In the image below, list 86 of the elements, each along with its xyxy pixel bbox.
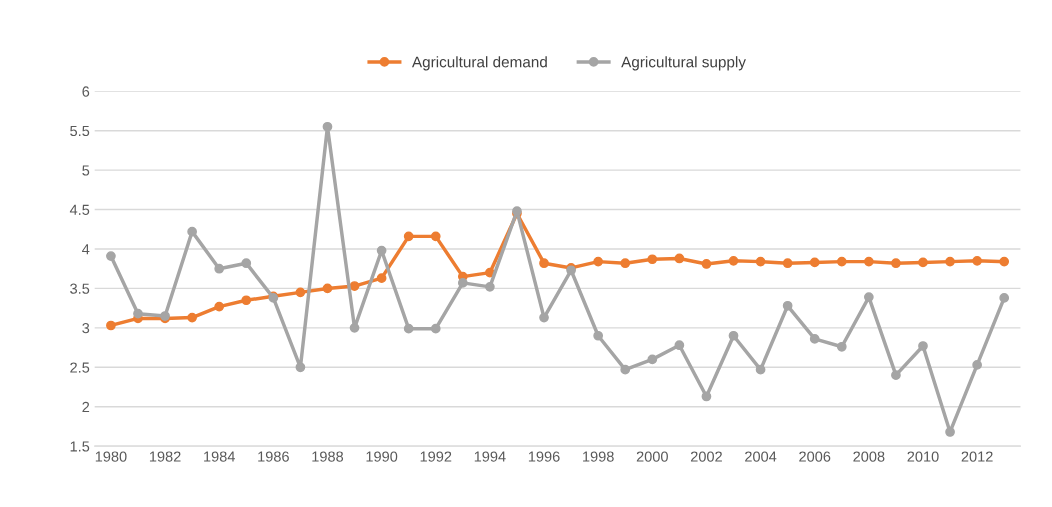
y-tick-label: 1.5 — [70, 441, 90, 452]
point — [782, 300, 793, 311]
point — [620, 258, 631, 269]
point — [809, 257, 820, 268]
x-tick-label: 1998 — [583, 451, 614, 462]
point — [241, 295, 252, 306]
x-tick-label: 2000 — [636, 451, 668, 462]
point — [647, 254, 658, 265]
y-tick-label: 6 — [82, 86, 90, 97]
point — [701, 259, 712, 269]
y-tick-label: 4.5 — [69, 204, 90, 215]
point — [430, 323, 441, 334]
point — [620, 364, 631, 375]
point — [187, 226, 197, 237]
y-tick-label: 3.5 — [70, 283, 90, 294]
point — [972, 360, 982, 370]
point — [376, 245, 387, 256]
x-tick-label: 2006 — [799, 451, 831, 462]
point — [241, 258, 252, 269]
x-tick-label: 1984 — [204, 451, 235, 462]
point — [593, 256, 604, 267]
x-tick-label: 1996 — [528, 451, 560, 462]
y-tick-label: 5.5 — [70, 125, 90, 137]
point — [593, 330, 604, 341]
y-tick-label: 4 — [82, 244, 90, 255]
point — [349, 281, 360, 291]
point — [133, 308, 143, 319]
legend-label: Agricultural demand — [411, 56, 547, 71]
point — [701, 391, 712, 402]
point — [485, 281, 495, 292]
y-tick-label: 2 — [82, 401, 90, 413]
point — [945, 427, 955, 437]
x-tick-label: 1990 — [366, 451, 398, 462]
point — [539, 258, 549, 269]
point — [755, 364, 766, 375]
point — [647, 354, 658, 365]
point — [214, 301, 225, 312]
x-tick-label: 1988 — [312, 451, 344, 462]
y-tick-label: 2.5 — [70, 362, 90, 373]
point — [430, 231, 441, 242]
point — [349, 322, 360, 333]
point — [106, 320, 116, 331]
point — [945, 256, 955, 267]
point — [999, 256, 1010, 267]
point — [403, 323, 414, 334]
point — [918, 341, 928, 351]
point — [214, 263, 225, 274]
legend-label: Agricultural supply — [621, 56, 746, 71]
x-tick-label: 2002 — [690, 451, 722, 462]
point — [403, 231, 414, 242]
point — [674, 253, 685, 264]
point — [863, 256, 874, 267]
point — [891, 370, 901, 381]
x-tick-label: 1980 — [95, 451, 127, 462]
y-tick-label: 3 — [82, 322, 90, 334]
point — [999, 293, 1010, 303]
point — [457, 278, 468, 288]
point — [187, 312, 197, 323]
x-tick-label: 2012 — [961, 451, 993, 462]
point — [322, 121, 333, 132]
x-tick-label: 1982 — [149, 451, 181, 462]
x-tick-label: 2004 — [745, 451, 777, 462]
x-tick-label: 1992 — [420, 451, 452, 462]
x-tick-label: 1986 — [258, 451, 289, 462]
point — [836, 256, 847, 267]
point — [322, 283, 333, 294]
x-tick-label: 1994 — [474, 451, 506, 462]
point — [809, 334, 820, 344]
point — [918, 257, 928, 268]
point — [782, 258, 793, 269]
point — [539, 312, 549, 323]
point — [836, 341, 847, 352]
point — [376, 273, 387, 284]
point — [728, 255, 739, 266]
point — [972, 255, 982, 266]
point — [106, 251, 116, 261]
x-tick-label: 2008 — [853, 451, 885, 462]
point — [863, 292, 874, 302]
point — [295, 287, 306, 298]
point — [674, 340, 685, 351]
point — [728, 330, 739, 341]
point — [755, 256, 766, 267]
x-tick-label: 2010 — [907, 451, 939, 462]
point — [295, 362, 306, 373]
point — [891, 258, 901, 269]
y-tick-label: 5 — [82, 165, 90, 176]
